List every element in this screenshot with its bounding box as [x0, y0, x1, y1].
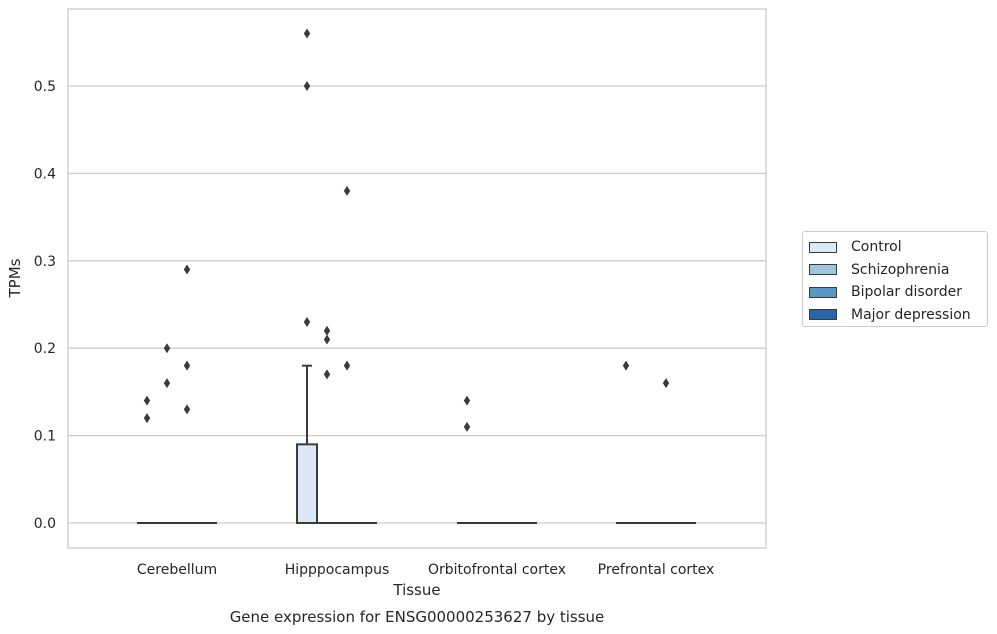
legend-label-schizophrenia: Schizophrenia	[851, 261, 950, 278]
x-tick-labels: Cerebellum Hipppocampus Orbitofrontal cort…	[137, 562, 714, 578]
outlier-point	[662, 378, 670, 389]
box-hipppocampus-control	[296, 364, 318, 524]
outlier-point	[323, 334, 331, 345]
y-tick-labels: 0.0 0.1 0.2 0.3 0.4 0.5	[34, 79, 56, 532]
x-axis-label: Tissue	[392, 581, 440, 599]
legend-swatch-major-depression	[809, 309, 837, 321]
outlier-point	[183, 360, 191, 371]
outlier-point	[163, 343, 171, 354]
y-tick-label: 0.1	[34, 429, 56, 445]
outlier-point	[323, 369, 331, 380]
x-tick-label: Prefrontal cortex	[598, 562, 715, 578]
y-tick-label: 0.3	[34, 254, 56, 270]
outlier-point	[303, 316, 311, 327]
outlier-point	[463, 421, 471, 432]
y-tick-label: 0.2	[34, 341, 56, 357]
y-axis-label: TPMs	[6, 258, 24, 298]
y-tick-label: 0.4	[34, 166, 56, 182]
legend: Control Schizophrenia Bipolar disorder M…	[802, 231, 988, 327]
outlier-point	[303, 28, 311, 39]
outlier-point	[323, 325, 331, 336]
boxes	[137, 364, 696, 524]
outlier-point	[143, 395, 151, 406]
y-tick-label: 0.0	[34, 516, 56, 532]
legend-item-schizophrenia: Schizophrenia	[809, 259, 987, 282]
plot-frame	[67, 8, 767, 549]
outlier-point	[343, 360, 351, 371]
legend-label-major-depression: Major depression	[851, 306, 971, 323]
box-body	[296, 443, 318, 524]
legend-label-control: Control	[851, 239, 902, 256]
x-tick-label: Orbitofrontal cortex	[428, 562, 566, 578]
legend-item-bipolar-disorder: Bipolar disorder	[809, 281, 987, 304]
outlier-point	[343, 185, 351, 196]
legend-swatch-control	[809, 241, 837, 253]
outlier-point	[163, 378, 171, 389]
legend-swatch-bipolar-disorder	[809, 286, 837, 298]
outlier-point	[303, 81, 311, 91]
legend-swatch-schizophrenia	[809, 264, 837, 276]
legend-label-bipolar-disorder: Bipolar disorder	[851, 284, 963, 301]
outlier-point	[622, 360, 630, 371]
outlier-point	[183, 264, 191, 275]
y-tick-label: 0.5	[34, 79, 56, 95]
chart-caption: Gene expression for ENSG00000253627 by t…	[230, 608, 605, 626]
x-tick-label: Hipppocampus	[285, 562, 390, 578]
outlier-point	[183, 404, 191, 415]
legend-item-control: Control	[809, 236, 987, 259]
x-tick-label: Cerebellum	[137, 562, 217, 578]
outlier-point	[143, 413, 151, 424]
legend-item-major-depression: Major depression	[809, 304, 987, 327]
outliers	[143, 28, 670, 432]
outlier-point	[463, 395, 471, 406]
gridlines	[68, 85, 766, 524]
